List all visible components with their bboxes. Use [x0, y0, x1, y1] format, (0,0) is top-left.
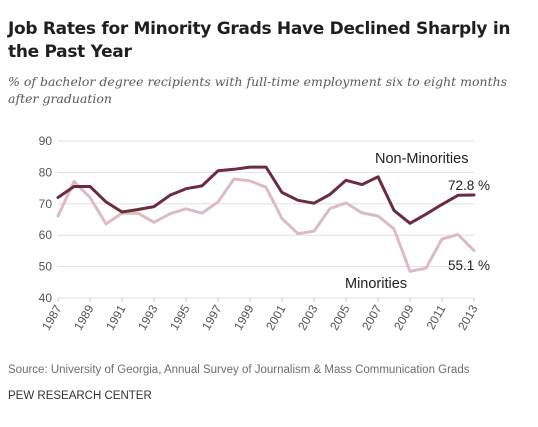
x-tick-label: 2007	[359, 302, 385, 332]
x-tick-label: 2005	[327, 302, 353, 332]
series-label-minorities: Minorities	[345, 276, 407, 292]
series-labels: Non-Minorities Minorities 72.8 % 55.1 %	[345, 151, 490, 292]
chart-subtitle: % of bachelor degree recipients with ful…	[8, 74, 508, 106]
x-tick-label: 1987	[39, 302, 65, 332]
end-value-label: 55.1 %	[448, 258, 490, 273]
x-tick-label: 1995	[167, 302, 193, 332]
x-tick-label: 2009	[391, 302, 417, 332]
brand-label: PEW RESEARCH CENTER	[8, 390, 152, 402]
y-axis-ticks: 40 50 60 70 80 90	[39, 134, 53, 305]
x-tick-label: 1993	[135, 302, 161, 332]
y-tick-label: 40	[39, 291, 53, 305]
series-lines	[56, 165, 476, 273]
series-label-non-minorities: Non-Minorities	[375, 151, 468, 167]
x-tick-label: 2001	[263, 302, 289, 332]
x-tick-label: 1997	[199, 302, 225, 332]
y-tick-label: 90	[39, 134, 53, 148]
x-tick-label: 1989	[71, 302, 97, 332]
y-tick-label: 70	[39, 197, 53, 211]
x-axis-ticks: 1987 1989 1991 1993 1995 1997 1999 2001 2003 2005…	[39, 298, 481, 333]
end-value-label: 72.8 %	[448, 178, 490, 193]
x-tick-label: 2013	[455, 302, 481, 332]
series-line-non-minorities	[56, 165, 476, 225]
y-tick-label: 80	[39, 165, 53, 179]
chart-title: Job Rates for Minority Grads Have Declin…	[8, 19, 511, 62]
x-tick-label: 1991	[103, 302, 129, 332]
y-tick-label: 50	[39, 260, 53, 274]
y-tick-label: 60	[39, 228, 53, 242]
x-tick-label: 2003	[295, 302, 321, 332]
x-tick-label: 1999	[231, 302, 257, 332]
series-line-minorities	[56, 177, 476, 273]
x-tick-label: 2011	[424, 302, 449, 332]
source-note: Source: University of Georgia, Annual Su…	[8, 364, 470, 376]
gridlines	[58, 140, 474, 299]
